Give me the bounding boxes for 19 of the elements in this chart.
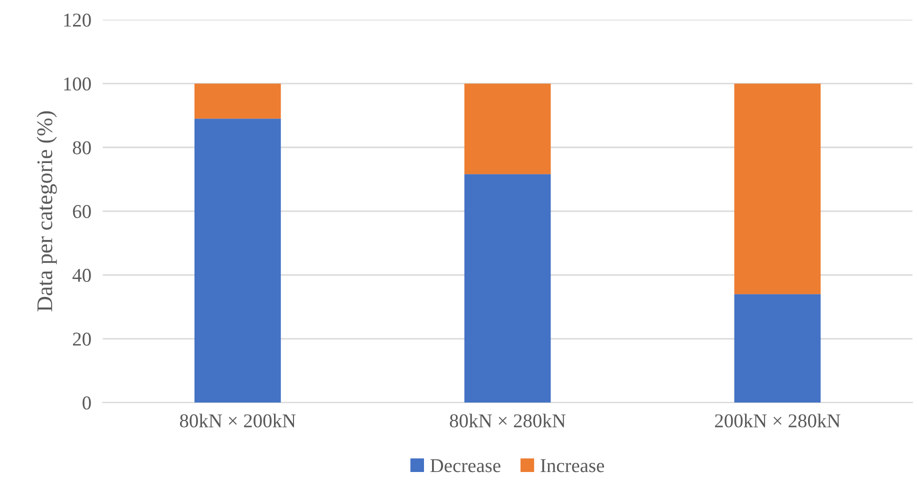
- x-tick-label: 80kN × 200kN: [180, 414, 296, 428]
- y-tick-label: 0: [82, 396, 91, 410]
- x-tick-label: 200kN × 280kN: [715, 414, 840, 428]
- y-tick-label: 120: [64, 14, 91, 27]
- y-tick-label: 40: [72, 268, 91, 282]
- legend-label: Increase: [540, 459, 604, 472]
- bar: [194, 118, 281, 403]
- bar: [734, 84, 821, 294]
- y-axis-title: Data per categorie (%): [36, 111, 57, 312]
- bar: [734, 294, 821, 403]
- bar: [464, 174, 551, 403]
- bar: [464, 84, 551, 174]
- y-tick-label: 20: [73, 332, 91, 346]
- y-tick-label: 80: [72, 141, 91, 154]
- x-tick-label: 80kN × 280kN: [450, 414, 566, 428]
- legend-label: Decrease: [430, 459, 500, 472]
- y-tick-label: 100: [64, 77, 91, 91]
- bar: [194, 84, 281, 119]
- y-tick-label: 60: [72, 205, 91, 218]
